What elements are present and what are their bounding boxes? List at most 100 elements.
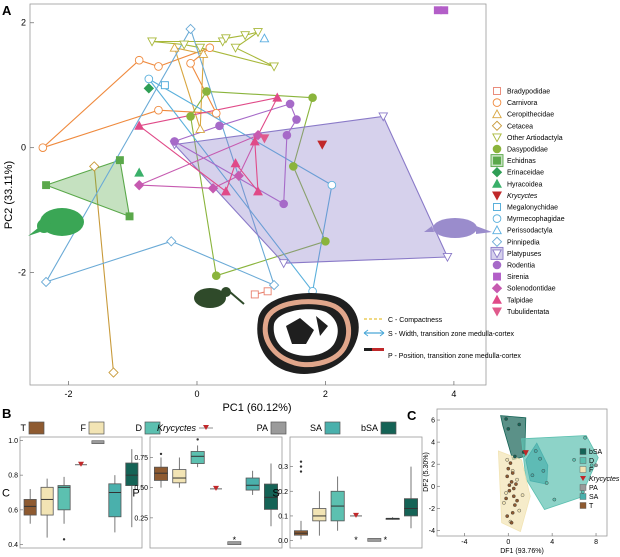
point-carnivora — [186, 59, 195, 68]
box-d — [57, 485, 71, 511]
legend-label-platypuses: Platypuses — [507, 251, 542, 258]
legend-marker-solenodontidae — [491, 283, 503, 294]
y-axis-label: DF2 (5.30%) — [423, 452, 430, 492]
point-bsa — [506, 427, 511, 431]
y-axis-label: PC2 (33.11%) — [3, 161, 15, 229]
point-t — [513, 503, 517, 507]
point-sa — [538, 456, 542, 461]
legend-label-pinnipedia: Pinnipedia — [507, 239, 540, 246]
point-t — [509, 520, 514, 525]
point-carnivora — [154, 62, 163, 71]
legend-label-pa: PA — [257, 423, 268, 433]
y-tick-label: 2 — [21, 18, 26, 28]
point-d — [581, 490, 585, 494]
point-megalonychidae — [160, 81, 169, 90]
point-other-artiodactyla — [147, 37, 157, 47]
y-tick-label: 0.0 — [278, 538, 288, 545]
point-carnivora — [134, 55, 144, 65]
point-platypuses — [378, 112, 389, 122]
outlier-point — [299, 470, 303, 473]
legend-label-t: T — [589, 503, 594, 510]
legend-label-perissodactyla: Perissodactyla — [507, 228, 553, 235]
legend-swatch-t — [579, 502, 587, 509]
point-echidnas — [42, 181, 51, 190]
significance-asterisk: * — [233, 535, 237, 545]
legend-label-rodentia: Rodentia — [507, 263, 535, 270]
x-tick-label: 0 — [506, 539, 510, 546]
point-dasypodidae — [202, 87, 211, 96]
point-solenodontidae — [252, 129, 264, 141]
hull-f — [497, 450, 531, 533]
y-tick-label: 6 — [431, 418, 435, 425]
point-t — [509, 480, 514, 484]
legend-marker-dasypodidae — [492, 144, 502, 154]
box-bsa — [263, 483, 278, 510]
point-carnivora — [211, 109, 221, 118]
point-d — [572, 457, 576, 462]
legend-swatch-t — [28, 421, 45, 435]
point-solenodontidae — [133, 179, 145, 191]
y-tick-label: 0.8 — [8, 473, 18, 480]
point-dasypodidae — [321, 237, 330, 246]
box-pa — [367, 538, 382, 542]
legend-marker-bradypodidae — [493, 87, 501, 95]
legend-label-hyracoidea: Hyracoidea — [507, 181, 543, 188]
y-tick-label: 4 — [431, 440, 435, 447]
legend-label-bradypodidae: Bradypodidae — [507, 89, 550, 96]
point-dasypodidae — [308, 93, 317, 102]
legend-marker-sirenia — [493, 272, 501, 281]
point-f — [505, 457, 509, 462]
legend-label-sirenia: Sirenia — [507, 274, 529, 281]
legend-label-pa: PA — [589, 485, 598, 492]
panel-a: A -2 0 2 4 -2 0 2 PC1 (60.12%) PC2 (33.11%) — [2, 3, 565, 414]
point-t — [508, 461, 513, 465]
point-perissodactyla — [259, 33, 270, 43]
x-tick-label: 0 — [194, 389, 199, 399]
subplot-frame — [149, 436, 283, 549]
legend-label-bsa: bSA — [589, 449, 603, 456]
legend-label-f: F — [81, 423, 87, 433]
point-rodentia — [215, 121, 224, 131]
outlier-point — [196, 438, 199, 441]
legend-label-sa: SA — [310, 423, 322, 433]
krycyctes-marker — [213, 485, 219, 491]
subplot-frame — [289, 436, 423, 549]
point-cetacea — [89, 161, 100, 172]
y-tick-label: -4 — [429, 528, 435, 535]
point-d — [552, 497, 557, 502]
legend-label-erinaceidae: Erinaceidae — [507, 170, 544, 177]
kiwi-silhouette — [194, 287, 245, 308]
legend-swatch-sa — [579, 493, 587, 500]
box-pa — [227, 541, 242, 545]
subplot-frame — [19, 436, 143, 549]
point-t — [515, 498, 519, 503]
point-f — [517, 508, 522, 513]
legend-marker-carnivora — [492, 98, 502, 107]
point-ceropithecidae — [198, 48, 209, 58]
legend-label-ceropithecidae: Ceropithecidae — [507, 112, 554, 119]
y-axis-label: P — [132, 488, 139, 500]
y-axis-label: S — [272, 488, 279, 500]
point-t — [510, 511, 515, 515]
legend: T F D Krycyctes PA SA bSA — [21, 421, 397, 435]
bone-cross-section — [257, 293, 359, 374]
legend-swatch-f — [579, 466, 587, 473]
legend-swatch-pa — [579, 484, 587, 491]
legend-marker-myrmecophagidae — [492, 214, 502, 223]
legend-marker-rodentia — [492, 260, 502, 270]
point-dasypodidae — [186, 112, 195, 121]
panel-label-a: A — [2, 3, 12, 18]
panel-a-frame — [29, 3, 487, 386]
legend-marker-perissodactyla — [492, 225, 502, 235]
point-talpidae — [220, 186, 231, 196]
y-tick-label: 0.1 — [278, 513, 288, 520]
y-tick-label: 0.2 — [278, 489, 288, 496]
hull-myrmecophagidae — [148, 78, 333, 292]
point-sa — [533, 449, 538, 453]
legend-label-tubulidentata: Tubulidentata — [507, 309, 549, 316]
legend-label-echidnas: Echidnas — [507, 158, 536, 165]
y-tick-label: 2 — [431, 462, 435, 469]
legend-marker-krycyctes — [203, 425, 209, 430]
y-tick-label: 0.6 — [8, 507, 18, 514]
legend-marker-cetacea — [491, 120, 503, 131]
